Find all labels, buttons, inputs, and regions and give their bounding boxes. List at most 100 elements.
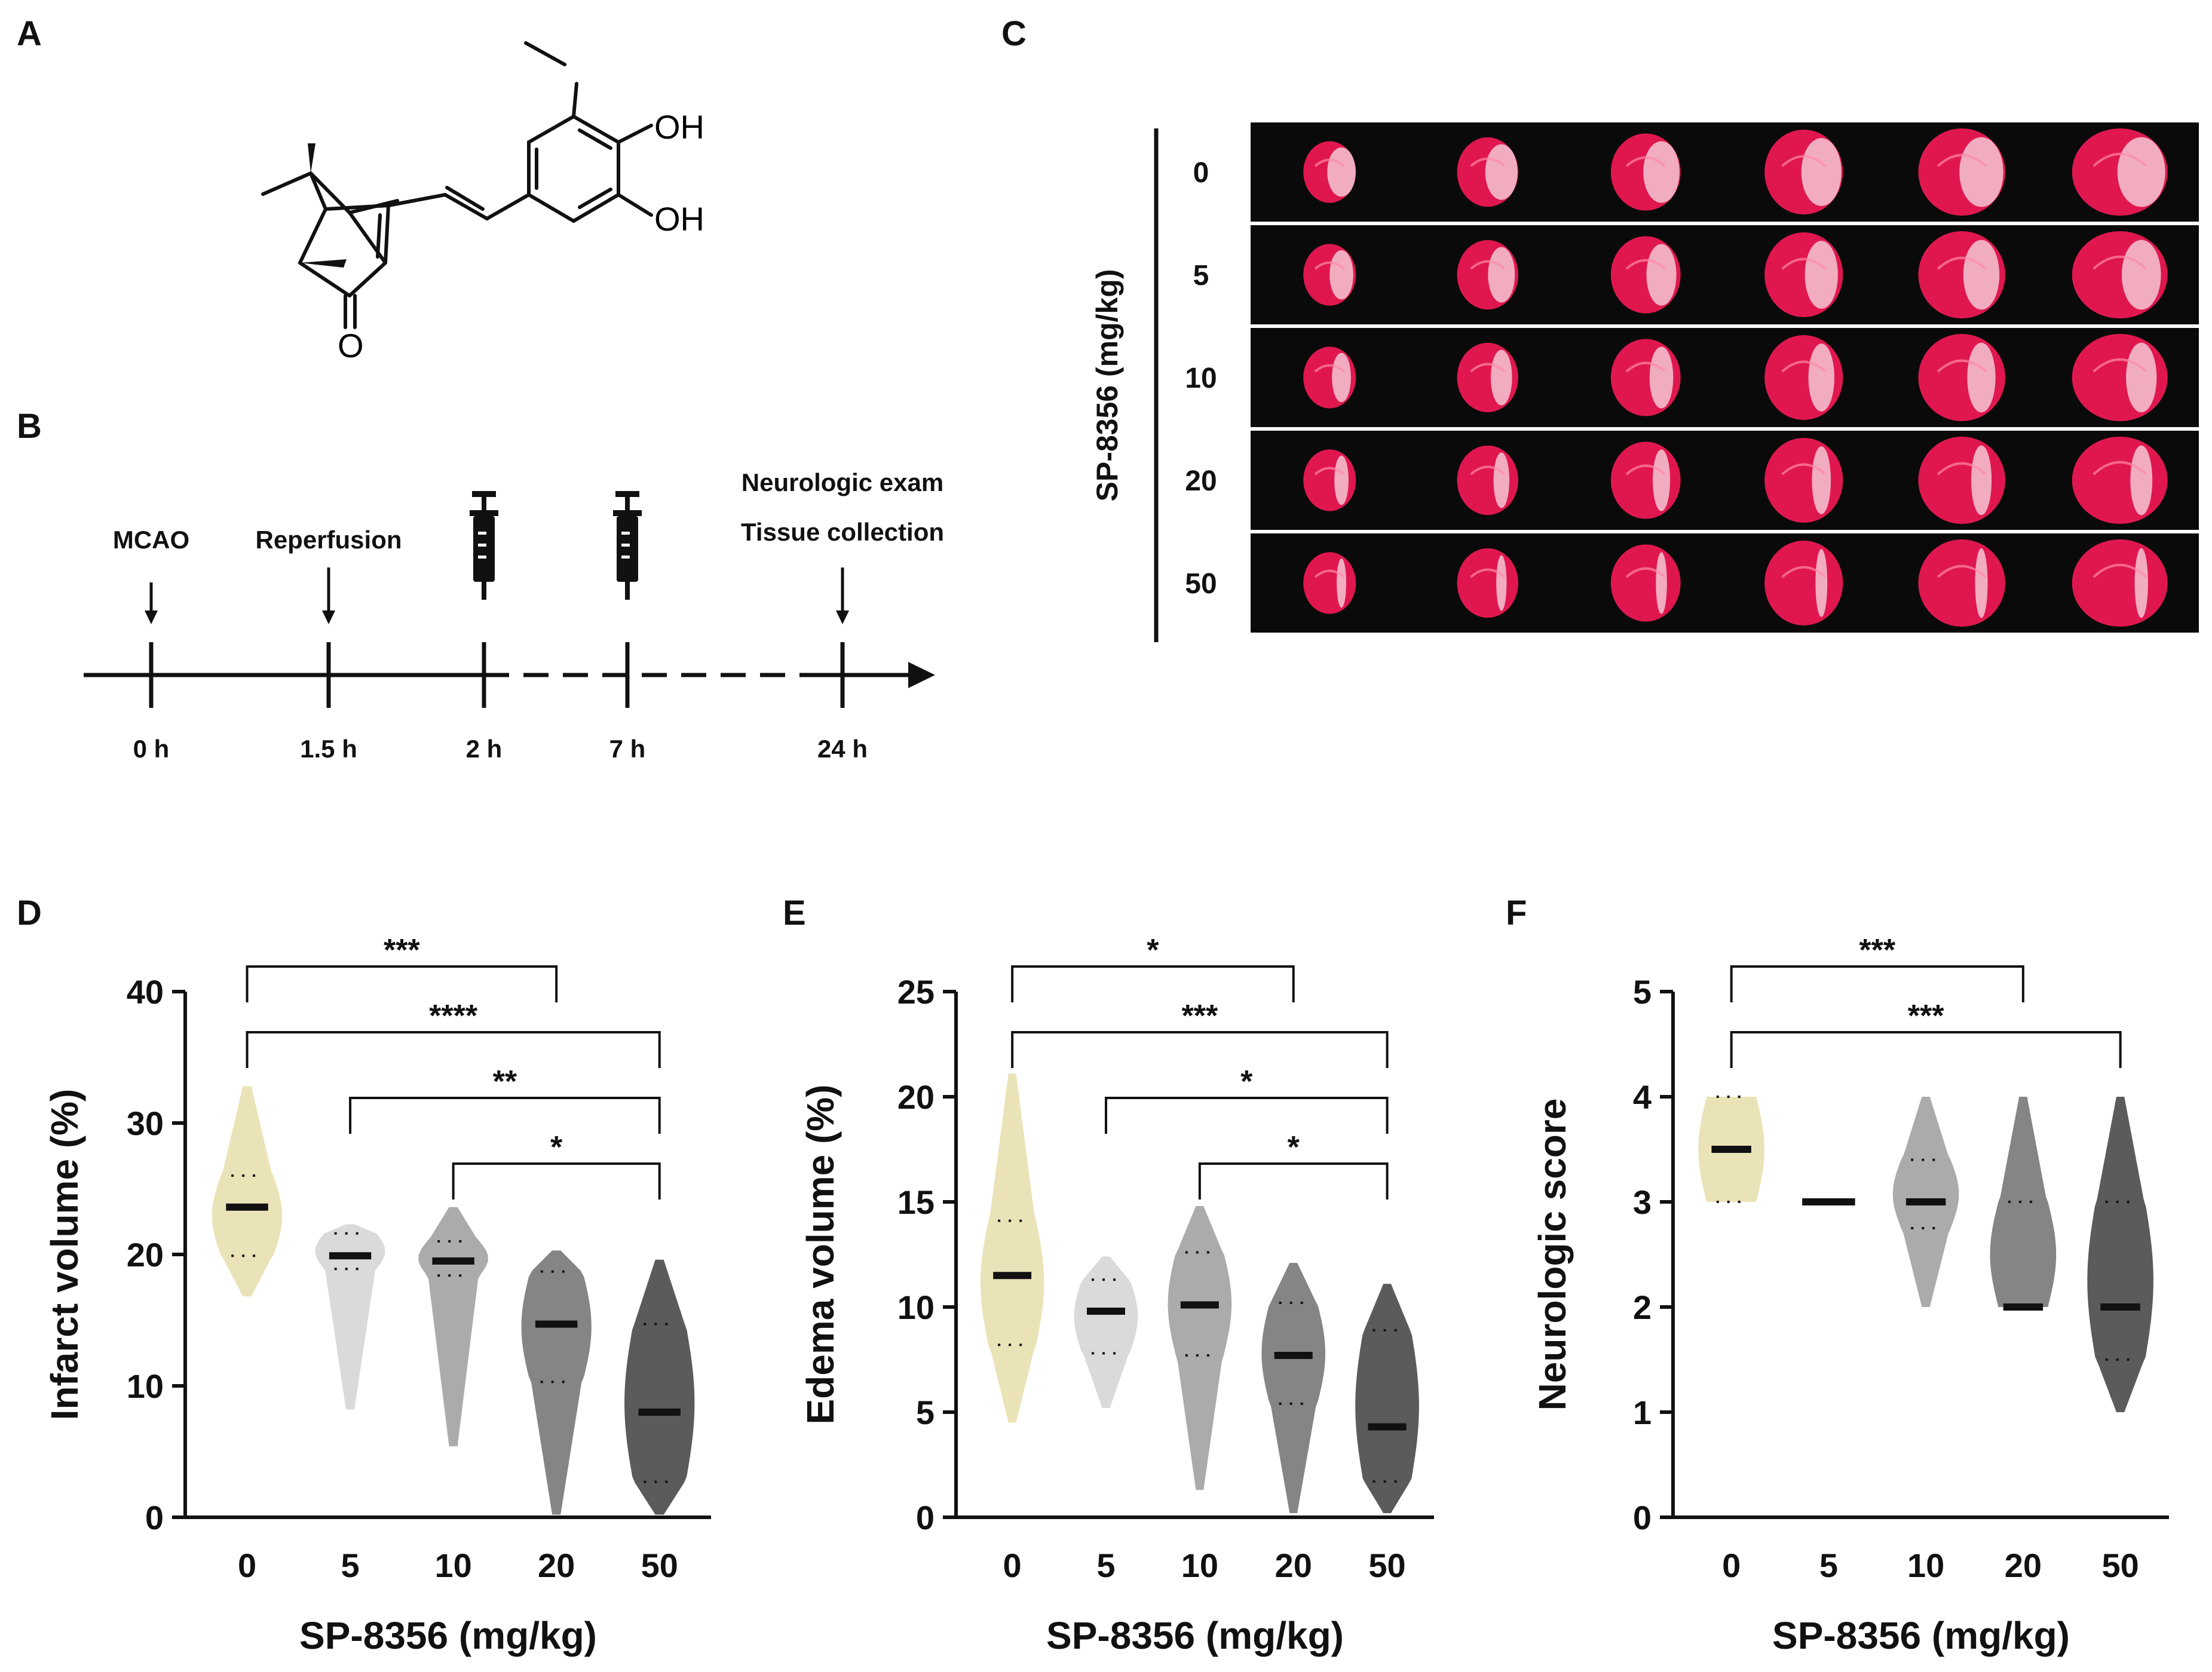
- y-tick-label: 30: [127, 1105, 164, 1142]
- infarct-region: [1808, 343, 1834, 412]
- significance-label: *: [1147, 933, 1159, 968]
- brain-slice: [1764, 540, 1843, 626]
- slice-detail: [1625, 567, 1666, 578]
- significance-bracket: ***: [246, 933, 558, 1002]
- y-axis-label: Edema volume (%): [799, 1084, 842, 1424]
- slice-detail: [1781, 566, 1827, 578]
- brain-slice: [1764, 335, 1843, 421]
- x-tick-label: 20: [538, 1547, 575, 1584]
- violin-5: [315, 1224, 385, 1410]
- infarct-region: [1801, 138, 1842, 206]
- brain-slice: [1303, 346, 1356, 409]
- brain-row-label: 0: [1193, 157, 1209, 189]
- hydroxyl-label-1: OH: [654, 108, 704, 146]
- significance-label: *: [1240, 1064, 1253, 1099]
- timeline-event-label: Tissue collection: [741, 518, 944, 546]
- panel-label-a: A: [17, 14, 42, 53]
- brain-slice: [1764, 232, 1843, 318]
- brain-section-row: [1251, 225, 2199, 324]
- significance-bracket: *: [1104, 1064, 1389, 1134]
- violin-20: [1261, 1263, 1325, 1513]
- infarct-region: [1975, 548, 1988, 618]
- slice-detail: [1781, 360, 1827, 373]
- y-tick-label: 5: [916, 1394, 935, 1431]
- x-tick-label: 50: [2101, 1547, 2139, 1584]
- panel-label-d: D: [17, 894, 42, 932]
- timeline-event-label: MCAO: [113, 526, 189, 554]
- brain-slice: [1610, 441, 1681, 519]
- infarct-region: [1337, 558, 1347, 608]
- significance-bracket: *: [1011, 933, 1295, 1002]
- significance-label: *: [1288, 1130, 1300, 1165]
- brain-slice: [1303, 141, 1356, 203]
- brain-slice: [1457, 445, 1518, 516]
- significance-bracket: *: [452, 1130, 661, 1199]
- significance-label: **: [493, 1064, 517, 1099]
- timeline-time-label: 7 h: [609, 735, 646, 763]
- slice-detail: [2092, 461, 2147, 475]
- infarct-region: [1646, 244, 1677, 306]
- infarct-region: [1485, 144, 1518, 200]
- slice-detail: [1314, 158, 1345, 167]
- x-tick-label: 10: [1907, 1547, 1944, 1584]
- violin-0: [212, 1086, 283, 1297]
- slice-detail: [1937, 565, 1987, 578]
- slice-detail: [1625, 464, 1666, 475]
- timeline-time-label: 24 h: [817, 735, 868, 763]
- significance-label: ****: [429, 999, 478, 1033]
- brain-row-label: 10: [1185, 363, 1217, 394]
- slice-detail: [1314, 467, 1345, 475]
- slice-detail: [1470, 465, 1506, 475]
- slice-detail: [1937, 359, 1987, 373]
- infarct-region: [1967, 342, 1996, 413]
- x-axis-label: SP-8356 (mg/kg): [1046, 1614, 1344, 1657]
- infarct-region: [2121, 240, 2161, 310]
- panel-label-f: F: [1506, 894, 1527, 932]
- y-tick-label: 20: [897, 1078, 935, 1116]
- y-tick-label: 40: [127, 973, 164, 1011]
- significance-label: ***: [384, 933, 420, 968]
- slice-detail: [1781, 257, 1827, 270]
- x-tick-label: 0: [1722, 1547, 1741, 1584]
- violin-chart-d: 0 10 20 30 40 Infarct volume (%) SP-8356 (mg/k…: [43, 933, 711, 1657]
- panel-label-c: C: [1001, 14, 1027, 53]
- slice-detail: [1314, 569, 1345, 578]
- infarct-region: [1329, 250, 1353, 300]
- brain-slice: [1918, 128, 2006, 216]
- brain-slice: [2072, 437, 2168, 524]
- violin-20: [521, 1250, 592, 1515]
- slice-detail: [1470, 363, 1506, 373]
- syringe-icon: [470, 491, 498, 600]
- brain-slice: [1610, 339, 1681, 416]
- timeline-time-label: 0 h: [133, 735, 170, 763]
- brain-slice: [2072, 334, 2168, 421]
- brain-slice: [2072, 128, 2168, 216]
- x-tick-label: 20: [1275, 1547, 1312, 1584]
- y-tick-label: 3: [1633, 1183, 1652, 1221]
- x-tick-label: 10: [1181, 1547, 1218, 1584]
- brain-slice: [1610, 236, 1681, 314]
- slice-detail: [2092, 358, 2147, 373]
- violin-50: [624, 1259, 695, 1515]
- brain-slice: [2072, 539, 2168, 627]
- significance-bracket: ***: [1730, 999, 2122, 1068]
- infarct-region: [1643, 141, 1680, 203]
- brain-slice: [1918, 437, 2006, 524]
- brain-slice: [1457, 342, 1518, 413]
- x-tick-label: 0: [1003, 1547, 1022, 1584]
- y-tick-label: 1: [1633, 1394, 1652, 1431]
- significance-label: ***: [1859, 933, 1895, 968]
- slice-detail: [1625, 361, 1666, 373]
- y-tick-label: 20: [127, 1236, 164, 1274]
- carbonyl-label: O: [338, 327, 364, 364]
- brain-slice: [1303, 449, 1356, 511]
- infarct-region: [1812, 446, 1831, 514]
- slice-detail: [1625, 259, 1666, 270]
- violin-10: [418, 1207, 488, 1447]
- slice-detail: [1314, 364, 1345, 373]
- slice-detail: [2092, 255, 2147, 270]
- significance-label: ***: [1181, 999, 1218, 1033]
